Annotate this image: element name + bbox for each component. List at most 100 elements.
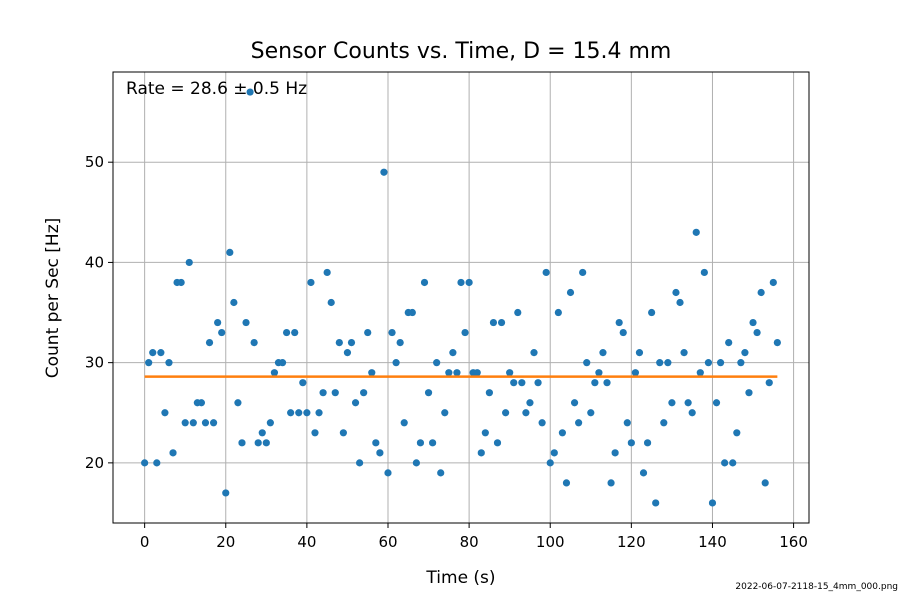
y-axis-label: Count per Sec [Hz] <box>43 218 63 379</box>
data-point <box>372 439 380 447</box>
data-point <box>287 409 295 417</box>
data-point <box>708 499 717 507</box>
data-point <box>729 459 737 467</box>
data-point <box>465 278 473 287</box>
filename-footer: 2022-06-07-2118-15_4mm_000.png <box>735 582 898 592</box>
data-point <box>331 389 339 397</box>
data-point <box>380 168 388 176</box>
grid <box>113 72 809 523</box>
data-point <box>680 349 688 357</box>
data-point <box>169 449 177 457</box>
data-point <box>473 369 481 377</box>
data-point <box>424 389 433 397</box>
data-point <box>351 399 360 407</box>
data-point <box>246 88 254 96</box>
data-point <box>570 399 579 407</box>
data-point <box>672 288 680 297</box>
data-point <box>611 449 619 457</box>
data-point <box>315 409 323 417</box>
x-tick-label: 0 <box>140 533 150 551</box>
data-point <box>757 288 765 297</box>
plot-frame <box>112 71 810 524</box>
data-point <box>660 419 668 427</box>
data-point <box>250 339 258 347</box>
data-point <box>384 469 392 477</box>
data-point <box>420 278 429 287</box>
chart-title: Sensor Counts vs. Time, D = 15.4 mm <box>251 39 672 64</box>
data-point <box>412 459 420 467</box>
data-point <box>153 459 161 467</box>
data-point <box>725 339 733 347</box>
data-point <box>583 359 591 367</box>
data-point <box>684 399 692 407</box>
data-point <box>429 439 437 447</box>
data-point <box>295 409 303 417</box>
data-point <box>205 339 214 347</box>
data-point <box>631 369 640 377</box>
data-point <box>643 439 652 447</box>
data-point <box>230 298 238 307</box>
data-point <box>327 298 335 307</box>
data-point <box>266 419 274 427</box>
data-point <box>408 308 416 317</box>
data-point <box>400 419 408 427</box>
data-point <box>270 369 279 377</box>
data-point <box>700 268 708 277</box>
data-point <box>161 409 169 417</box>
x-axis-label: Time (s) <box>425 568 495 588</box>
data-point <box>226 248 234 256</box>
data-point <box>538 419 546 427</box>
data-point <box>339 429 347 437</box>
data-point <box>238 439 246 447</box>
data-point <box>615 318 623 327</box>
data-point <box>457 278 465 287</box>
data-point <box>668 399 676 407</box>
data-point <box>185 258 193 267</box>
data-point <box>145 359 153 367</box>
data-point <box>392 359 400 367</box>
data-point <box>453 369 461 377</box>
data-point <box>347 339 356 347</box>
data-point <box>368 369 376 377</box>
data-point <box>291 328 299 337</box>
data-point <box>461 328 469 337</box>
data-point <box>222 489 230 497</box>
data-point <box>753 328 761 337</box>
data-point <box>481 429 489 437</box>
data-point <box>737 359 745 367</box>
data-point <box>485 389 493 397</box>
data-point <box>534 379 542 387</box>
data-point <box>627 439 635 447</box>
data-point <box>278 359 287 367</box>
data-point <box>579 268 587 277</box>
data-point <box>388 328 396 337</box>
data-point <box>745 389 753 397</box>
ticks: 0 20 40 60 80 100 120 140 160 20 30 40 50 <box>85 153 808 551</box>
data-point <box>258 429 266 437</box>
x-tick-label: 80 <box>460 533 479 551</box>
data-point <box>761 479 769 487</box>
data-point <box>319 389 327 397</box>
data-point <box>254 439 262 447</box>
data-point <box>311 429 319 437</box>
data-point <box>234 399 242 407</box>
x-tick-label: 140 <box>698 533 727 551</box>
y-tick-label: 30 <box>85 354 104 372</box>
data-point <box>157 349 165 357</box>
data-point <box>356 459 364 467</box>
data-point <box>360 389 368 397</box>
data-point <box>141 459 149 467</box>
data-point <box>554 308 562 317</box>
data-point <box>197 399 206 407</box>
data-point <box>165 359 173 367</box>
data-point <box>514 308 522 317</box>
data-point <box>209 419 218 427</box>
data-point <box>242 318 250 327</box>
data-point <box>607 479 615 487</box>
x-tick-label: 20 <box>216 533 235 551</box>
data-point <box>214 318 222 327</box>
data-point <box>323 268 331 277</box>
data-point <box>688 409 696 417</box>
